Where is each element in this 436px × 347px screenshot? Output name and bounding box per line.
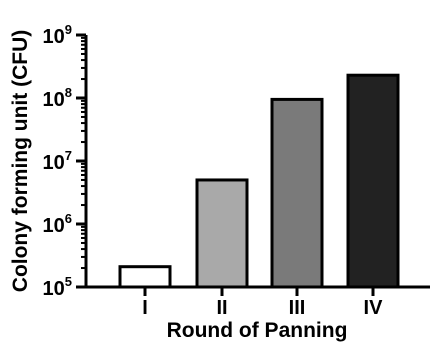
y-tick-label: 106 <box>43 211 72 237</box>
axis-titles: Round of Panning Colony forming unit (CFU… <box>9 30 347 342</box>
y-tick-label: 108 <box>43 85 72 111</box>
x-axis: I II III IV <box>84 285 430 319</box>
y-tick-exponent: 8 <box>65 85 72 100</box>
y-axis: 105 106 107 108 109 <box>43 22 88 300</box>
bar-II <box>195 178 249 289</box>
y-tick-label: 109 <box>43 22 72 48</box>
y-tick-exponent: 6 <box>65 211 72 226</box>
y-axis-title: Colony forming unit (CFU) <box>9 30 32 292</box>
x-tick-label: I <box>142 297 148 319</box>
x-axis-title: Round of Panning <box>167 319 348 342</box>
x-tick-label: III <box>289 297 306 319</box>
y-tick-label: 105 <box>43 274 72 300</box>
bar-I <box>118 265 172 289</box>
x-tick-label: IV <box>364 297 384 319</box>
bars <box>118 73 400 289</box>
y-tick-exponent: 5 <box>65 274 72 289</box>
y-tick-exponent: 7 <box>65 148 72 163</box>
x-tick-label: II <box>216 297 227 319</box>
bar-IV <box>346 73 400 289</box>
y-tick-exponent: 9 <box>65 22 72 37</box>
bar-III <box>270 97 324 289</box>
y-tick-label: 107 <box>43 148 72 174</box>
